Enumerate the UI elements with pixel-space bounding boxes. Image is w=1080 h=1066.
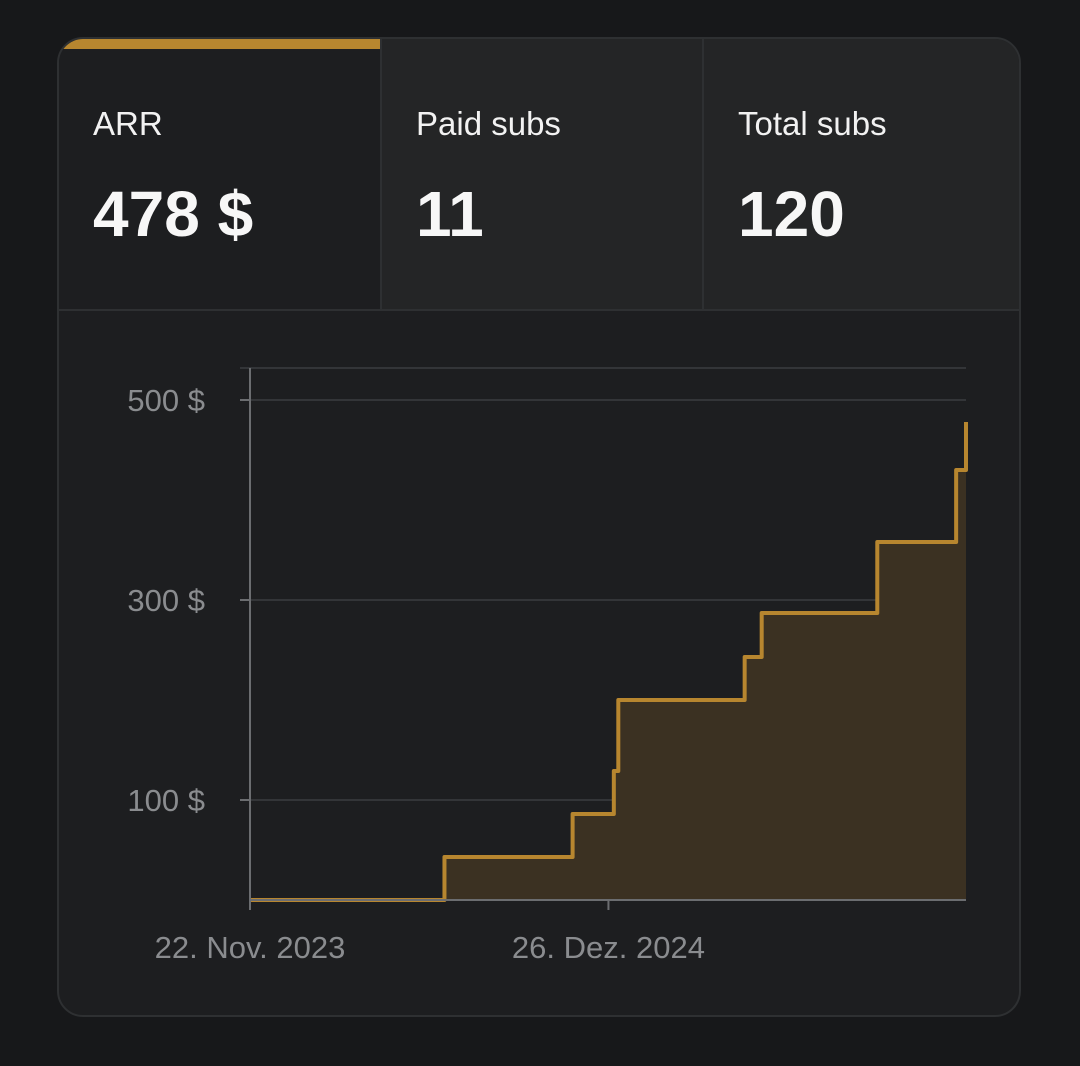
y-tick-label: 500 $ <box>127 383 205 418</box>
arr-step-line <box>250 422 968 902</box>
tab-arr-value: 478 $ <box>93 178 254 250</box>
arr-chart: 100 $ 300 $ 500 $ 22. Nov. 2023 26. Dez. 202… <box>127 367 968 965</box>
tab-paid-subs[interactable]: Paid subs 11 <box>380 39 702 311</box>
chart-area: 100 $ 300 $ 500 $ 22. Nov. 2023 26. Dez. 202… <box>59 311 1019 1015</box>
arr-area-fill <box>250 422 966 900</box>
metric-tabs: ARR 478 $ Paid subs 11 Total subs 120 <box>59 39 1019 311</box>
tab-total-subs-value: 120 <box>738 178 845 250</box>
tab-total-subs[interactable]: Total subs 120 <box>702 39 1019 311</box>
y-tick-label: 100 $ <box>127 783 205 818</box>
x-tick-label: 22. Nov. 2023 <box>155 930 346 965</box>
tab-paid-subs-label: Paid subs <box>416 105 561 142</box>
tab-arr[interactable]: ARR 478 $ <box>59 39 380 311</box>
arr-card: ARR 478 $ Paid subs 11 Total subs 120 10… <box>57 37 1021 1017</box>
tab-active-indicator <box>59 39 380 49</box>
tab-arr-label: ARR <box>93 105 163 142</box>
x-tick-label: 26. Dez. 2024 <box>512 930 705 965</box>
tab-total-subs-label: Total subs <box>738 105 887 142</box>
tab-paid-subs-value: 11 <box>416 178 484 250</box>
y-tick-label: 300 $ <box>127 583 205 618</box>
